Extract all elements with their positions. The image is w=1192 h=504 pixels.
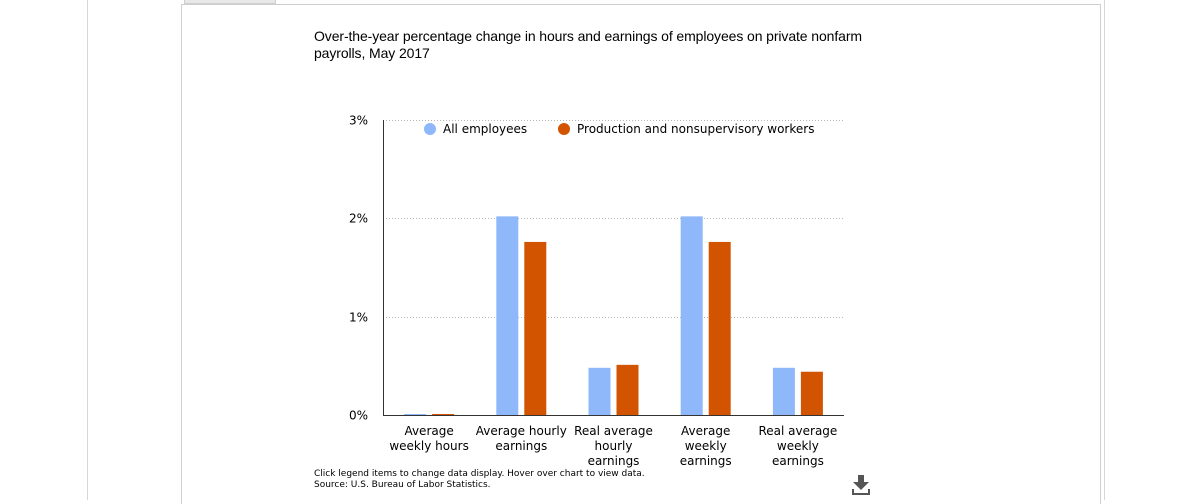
legend-item-all-employees[interactable]: All employees: [424, 122, 527, 136]
y-tick-label: 3%: [349, 114, 368, 128]
right-page-rule: [1104, 0, 1105, 500]
axes: [383, 120, 844, 416]
bar-all-employees[interactable]: [496, 216, 519, 415]
bar-production-workers[interactable]: [616, 364, 639, 415]
download-icon: [852, 475, 870, 495]
x-category-label: Real average weekly earnings: [758, 424, 837, 468]
x-category-label: Average weekly earnings: [680, 424, 732, 468]
legend-item-production-workers[interactable]: Production and nonsupervisory workers: [558, 122, 814, 136]
legend-marker: [424, 123, 436, 135]
note-source: Source: U.S. Bureau of Labor Statistics.: [314, 480, 491, 490]
chart-notes: Click legend items to change data displa…: [314, 469, 645, 491]
download-button[interactable]: [848, 472, 874, 496]
bar-production-workers[interactable]: [432, 414, 455, 415]
bar-all-employees[interactable]: [588, 367, 611, 415]
bar-all-employees[interactable]: [404, 414, 427, 415]
bar-production-workers[interactable]: [800, 371, 823, 415]
legend-label: Production and nonsupervisory workers: [577, 122, 814, 136]
y-tick-label: 2%: [349, 212, 368, 226]
x-category-label: Average hourly earnings: [476, 424, 567, 453]
grid-lines: [383, 120, 844, 318]
x-category-label: Real average hourly earnings: [574, 424, 653, 468]
bar-all-employees[interactable]: [680, 216, 703, 415]
chart-title: Over-the-year percentage change in hours…: [314, 28, 862, 61]
tab-stub[interactable]: [184, 0, 276, 4]
y-tick-label: 1%: [349, 311, 368, 325]
x-category-label: Average weekly hours: [389, 424, 469, 453]
legend[interactable]: All employees Production and nonsuperviso…: [424, 122, 814, 136]
bar-all-employees[interactable]: [772, 367, 795, 415]
chart-panel: [181, 4, 1101, 504]
note-instructions: Click legend items to change data displa…: [314, 469, 645, 479]
bar-production-workers[interactable]: [524, 241, 547, 415]
left-page-rule: [87, 0, 88, 500]
y-tick-labels: 0% 1% 2% 3%: [349, 114, 368, 423]
bar-production-workers[interactable]: [708, 241, 731, 415]
y-tick-label: 0%: [349, 409, 368, 423]
legend-label: All employees: [443, 122, 527, 136]
bars[interactable]: [404, 216, 823, 415]
legend-marker: [558, 123, 570, 135]
